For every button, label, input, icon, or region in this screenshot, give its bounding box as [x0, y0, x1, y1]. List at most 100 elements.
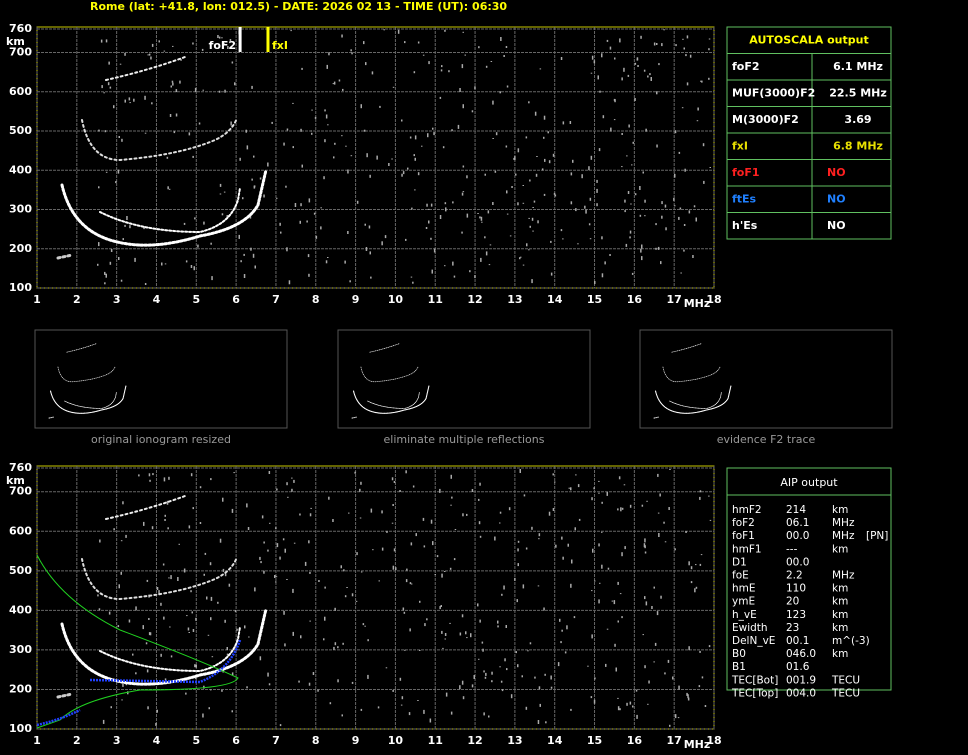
noise-dot [668, 507, 670, 510]
aip-cell: B1 [732, 661, 746, 673]
aip-cell: km [832, 504, 848, 516]
aip-cell: 06.1 [786, 517, 809, 529]
noise-dot [127, 691, 129, 695]
noise-dot [428, 208, 430, 210]
noise-dot [449, 622, 451, 624]
noise-dot [404, 41, 406, 44]
noise-dot [523, 494, 526, 497]
noise-dot [364, 223, 366, 226]
x-tick-label: 16 [627, 293, 643, 306]
noise-dot [155, 722, 157, 726]
noise-dot [440, 605, 442, 607]
noise-dot [465, 631, 467, 635]
noise-dot [568, 487, 570, 489]
noise-dot [279, 556, 281, 560]
noise-dot [177, 577, 179, 581]
noise-dot [392, 504, 394, 506]
noise-dot [453, 558, 456, 561]
aip-cell: km [832, 583, 848, 595]
noise-dot [631, 164, 633, 166]
noise-dot [108, 61, 110, 65]
noise-dot [254, 587, 256, 592]
noise-dot [593, 60, 596, 64]
noise-dot [629, 230, 632, 234]
row-value: NO [827, 166, 846, 179]
noise-dot [251, 85, 253, 89]
noise-dot [488, 715, 490, 718]
noise-dot [451, 129, 453, 132]
noise-dot [412, 281, 414, 284]
noise-dot [100, 39, 103, 43]
noise-dot [283, 142, 285, 146]
noise-dot [276, 197, 278, 199]
noise-dot [110, 706, 112, 709]
noise-dot [245, 129, 247, 133]
noise-dot [709, 167, 711, 168]
noise-dot [596, 179, 598, 183]
noise-dot [428, 61, 430, 65]
noise-dot [210, 617, 212, 621]
noise-dot [584, 205, 586, 209]
x-tick-label: 18 [706, 293, 721, 306]
noise-dot [323, 638, 325, 641]
noise-dot [377, 706, 380, 709]
noise-dot [699, 650, 701, 653]
noise-dot [263, 570, 265, 574]
noise-dot [478, 658, 480, 660]
noise-dot [510, 694, 513, 699]
noise-dot [414, 157, 416, 161]
noise-dot [642, 634, 644, 636]
aip-cell: 214 [786, 504, 806, 516]
noise-dot [224, 89, 226, 93]
noise-dot [695, 586, 698, 589]
noise-dot [548, 511, 551, 516]
noise-dot [109, 86, 112, 89]
noise-dot [505, 145, 508, 148]
noise-dot [332, 519, 334, 522]
noise-dot [621, 616, 623, 619]
noise-dot [479, 482, 481, 486]
noise-dot [148, 473, 151, 477]
noise-dot [500, 680, 503, 683]
noise-dot [695, 217, 697, 222]
noise-dot [701, 80, 703, 83]
noise-dot [687, 697, 690, 701]
noise-dot [166, 500, 169, 505]
noise-dot [426, 618, 428, 621]
noise-dot [562, 121, 565, 125]
noise-dot [593, 487, 595, 490]
noise-dot [621, 133, 623, 135]
noise-dot [653, 586, 655, 589]
noise-dot [567, 543, 569, 547]
aip-cell: TECU [831, 687, 860, 699]
noise-dot [657, 246, 660, 250]
noise-dot [491, 671, 493, 675]
noise-dot [122, 238, 124, 241]
noise-dot [634, 193, 637, 196]
noise-dot [536, 156, 538, 157]
x-tick-label: 8 [312, 293, 320, 306]
noise-dot [508, 507, 511, 511]
noise-dot [135, 672, 137, 675]
noise-dot [168, 476, 170, 480]
noise-dot [483, 712, 485, 716]
noise-dot [492, 100, 494, 105]
y-tick-label: 760 [9, 461, 32, 474]
noise-dot [561, 536, 563, 540]
y-tick-label: 400 [9, 603, 32, 616]
noise-dot [585, 209, 587, 214]
noise-dot [124, 224, 126, 227]
noise-dot [211, 276, 213, 281]
noise-dot [641, 244, 643, 249]
noise-dot [129, 102, 131, 104]
noise-dot [218, 36, 221, 39]
noise-dot [500, 37, 502, 41]
noise-dot [639, 214, 642, 217]
noise-dot [538, 538, 540, 540]
noise-dot [598, 599, 600, 604]
noise-dot [300, 128, 302, 132]
autoscala-table: AUTOSCALA output foF2 6.1 MHz MUF(3000)F2 22… [726, 26, 892, 240]
noise-dot [407, 167, 409, 170]
noise-dot [223, 191, 226, 193]
noise-dot [591, 634, 593, 639]
